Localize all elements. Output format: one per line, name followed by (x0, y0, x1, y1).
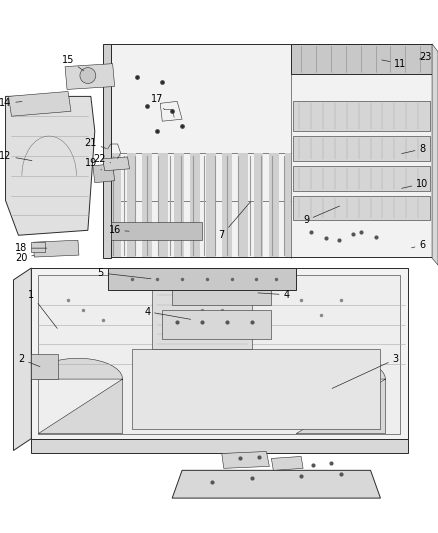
Polygon shape (238, 153, 247, 257)
Text: 16: 16 (109, 225, 129, 235)
Polygon shape (111, 222, 202, 240)
Text: 3: 3 (332, 354, 399, 389)
Polygon shape (172, 280, 272, 305)
Polygon shape (6, 96, 95, 235)
Polygon shape (108, 268, 296, 290)
Text: 23: 23 (419, 52, 431, 62)
Polygon shape (65, 63, 115, 90)
Polygon shape (38, 275, 400, 434)
Text: 5: 5 (98, 268, 151, 279)
Polygon shape (152, 275, 251, 349)
Text: 15: 15 (62, 55, 84, 71)
Text: 4: 4 (144, 306, 191, 319)
Polygon shape (190, 153, 200, 257)
Text: 22: 22 (94, 154, 111, 164)
Polygon shape (285, 153, 291, 257)
Polygon shape (296, 358, 385, 434)
Polygon shape (33, 358, 123, 434)
Polygon shape (172, 470, 381, 498)
Polygon shape (111, 44, 432, 257)
Text: 11: 11 (382, 59, 406, 69)
Polygon shape (174, 153, 184, 257)
Text: 14: 14 (0, 98, 22, 108)
Polygon shape (127, 153, 137, 257)
Polygon shape (32, 439, 408, 454)
Text: 20: 20 (15, 253, 34, 263)
Polygon shape (254, 153, 263, 257)
Polygon shape (293, 166, 430, 191)
Text: 19: 19 (85, 158, 102, 170)
Polygon shape (162, 310, 272, 340)
Text: 21: 21 (85, 138, 106, 149)
Polygon shape (272, 456, 303, 470)
Text: 18: 18 (15, 243, 47, 253)
Text: 7: 7 (219, 201, 251, 240)
Polygon shape (33, 240, 79, 257)
Polygon shape (133, 349, 381, 429)
Polygon shape (432, 44, 438, 265)
Polygon shape (293, 136, 430, 161)
Polygon shape (293, 101, 430, 131)
Bar (32, 242, 45, 252)
Polygon shape (142, 153, 152, 257)
Text: 6: 6 (412, 240, 425, 250)
Polygon shape (103, 157, 130, 171)
Polygon shape (32, 268, 408, 439)
Polygon shape (103, 44, 111, 258)
Circle shape (80, 68, 96, 84)
Text: 1: 1 (28, 290, 57, 328)
Polygon shape (222, 153, 232, 257)
Polygon shape (222, 451, 269, 469)
Polygon shape (32, 354, 58, 379)
Polygon shape (158, 153, 168, 257)
Polygon shape (206, 153, 216, 257)
Polygon shape (293, 196, 430, 220)
Polygon shape (8, 92, 71, 116)
Text: 2: 2 (18, 354, 40, 367)
Polygon shape (111, 153, 120, 257)
Polygon shape (14, 268, 32, 450)
Polygon shape (291, 44, 432, 74)
Polygon shape (269, 153, 279, 257)
Text: 9: 9 (303, 206, 339, 225)
Text: 4: 4 (258, 290, 290, 300)
Text: 17: 17 (151, 94, 164, 109)
Text: 10: 10 (402, 179, 428, 189)
Polygon shape (93, 164, 115, 183)
Text: 12: 12 (0, 151, 32, 161)
Text: 8: 8 (402, 144, 425, 154)
